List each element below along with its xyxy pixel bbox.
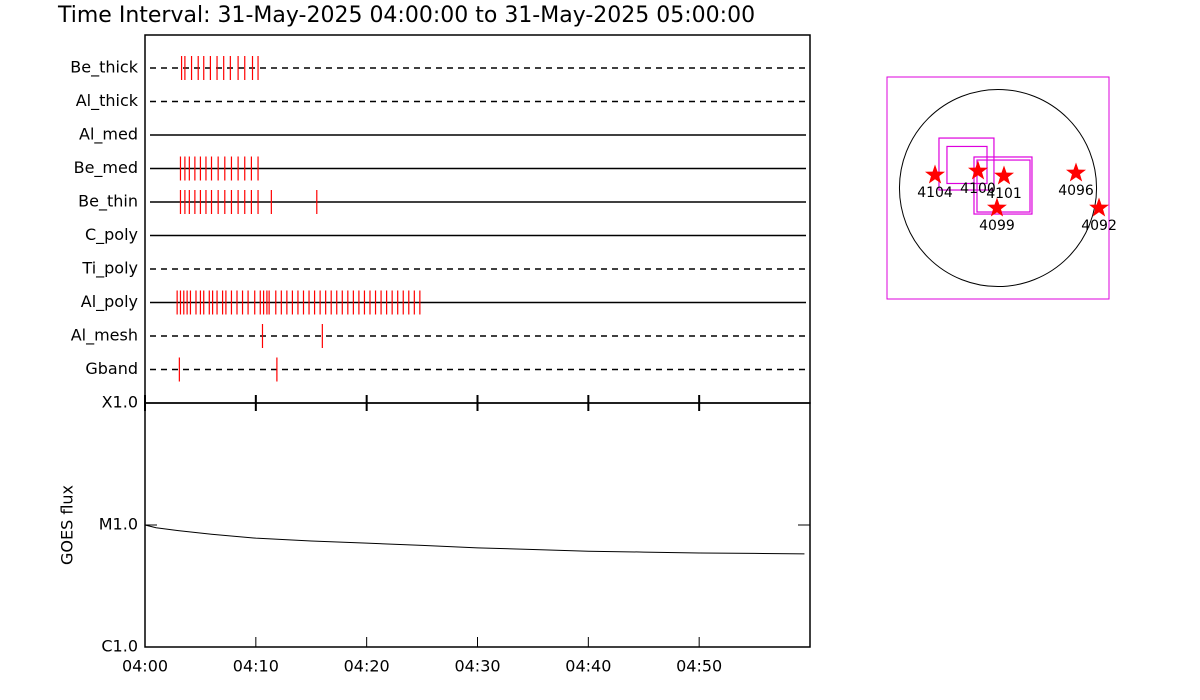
row-label: Be_med [74, 158, 138, 178]
region-label: 4100 [960, 181, 996, 197]
active-region [987, 197, 1007, 217]
x-tick-label: 04:40 [565, 657, 611, 676]
active-region [968, 160, 988, 180]
timeline-frame [144, 34, 811, 404]
region-label: 4096 [1058, 183, 1094, 199]
fov-box [938, 137, 995, 191]
y-tick-label: C1.0 [101, 637, 138, 656]
x-tick-label: 04:30 [454, 657, 500, 676]
region-label: 4104 [917, 185, 953, 201]
fov-box [946, 145, 988, 185]
goes-frame [144, 402, 811, 648]
x-tick-label: 04:10 [233, 657, 279, 676]
active-region [1089, 197, 1109, 217]
row-label: Ti_poly [81, 259, 138, 279]
row-label: Be_thin [78, 192, 138, 212]
map-frame [886, 76, 1110, 300]
region-label: 4101 [986, 186, 1022, 202]
y-tick-label: M1.0 [99, 515, 138, 534]
y-tick-label: X1.0 [102, 393, 138, 412]
y-axis-label: GOES flux [58, 485, 77, 565]
region-label: 4099 [979, 218, 1015, 234]
x-tick-label: 04:50 [676, 657, 722, 676]
fov-box [976, 159, 1031, 213]
x-tick-label: 04:20 [344, 657, 390, 676]
row-label: C_poly [85, 225, 138, 245]
chart-title: Time Interval: 31-May-2025 04:00:00 to 3… [57, 3, 755, 28]
row-label: Be_thick [70, 58, 138, 78]
row-label: Al_med [79, 125, 138, 145]
active-region [925, 164, 945, 184]
solar-limb [898, 88, 1098, 288]
active-region [1066, 162, 1086, 182]
goes-curve [144, 524, 805, 555]
row-label: Al_poly [81, 292, 138, 312]
fov-box [973, 156, 1033, 215]
row-label: Gband [85, 359, 138, 378]
active-region [994, 165, 1014, 185]
x-tick-label: 04:00 [122, 657, 168, 676]
row-label: Al_mesh [71, 326, 138, 346]
region-label: 4092 [1081, 218, 1117, 234]
row-label: Al_thick [76, 91, 139, 111]
